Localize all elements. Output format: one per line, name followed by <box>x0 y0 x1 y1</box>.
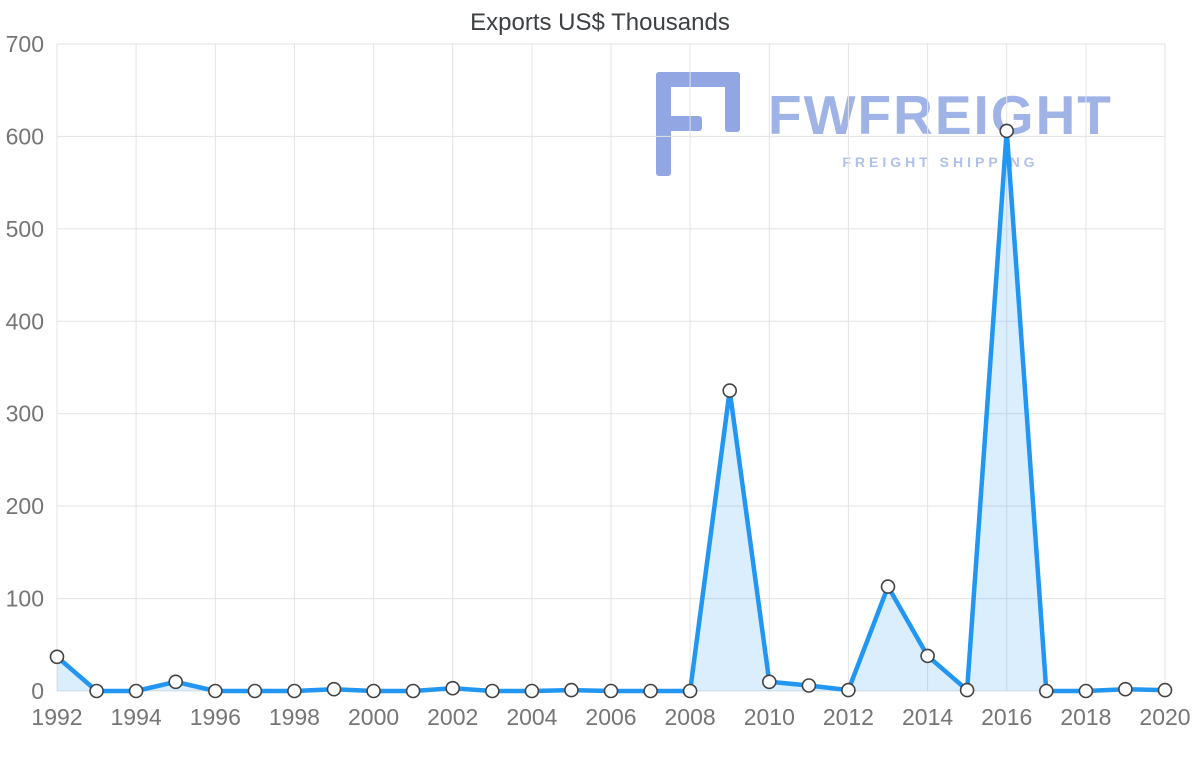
svg-text:2000: 2000 <box>348 704 399 730</box>
svg-text:100: 100 <box>6 586 44 612</box>
svg-text:2008: 2008 <box>665 704 716 730</box>
chart-title: Exports US$ Thousands <box>470 9 730 36</box>
svg-text:2020: 2020 <box>1139 704 1190 730</box>
svg-text:2004: 2004 <box>506 704 557 730</box>
svg-text:2014: 2014 <box>902 704 953 730</box>
svg-text:2010: 2010 <box>744 704 795 730</box>
fwfreight-logo-icon <box>656 72 740 176</box>
svg-text:2006: 2006 <box>585 704 636 730</box>
svg-text:1998: 1998 <box>269 704 320 730</box>
watermark-text: FWFREIGHT FREIGHT SHIPPING <box>768 84 1113 171</box>
svg-text:500: 500 <box>6 216 44 242</box>
watermark-tagline-text: FREIGHT SHIPPING <box>842 154 1039 170</box>
svg-text:2016: 2016 <box>981 704 1032 730</box>
svg-text:600: 600 <box>6 123 44 149</box>
svg-text:2002: 2002 <box>427 704 478 730</box>
svg-text:0: 0 <box>31 678 44 704</box>
svg-text:2012: 2012 <box>823 704 874 730</box>
svg-text:2018: 2018 <box>1060 704 1111 730</box>
svg-text:400: 400 <box>6 308 44 334</box>
svg-text:1994: 1994 <box>111 704 162 730</box>
fwfreight-watermark: FWFREIGHT FREIGHT SHIPPING <box>646 68 1113 180</box>
watermark-brand-text: FWFREIGHT <box>768 84 1113 146</box>
svg-text:1996: 1996 <box>190 704 241 730</box>
svg-text:1992: 1992 <box>31 704 82 730</box>
svg-text:200: 200 <box>6 493 44 519</box>
svg-text:700: 700 <box>6 31 44 57</box>
svg-text:300: 300 <box>6 401 44 427</box>
